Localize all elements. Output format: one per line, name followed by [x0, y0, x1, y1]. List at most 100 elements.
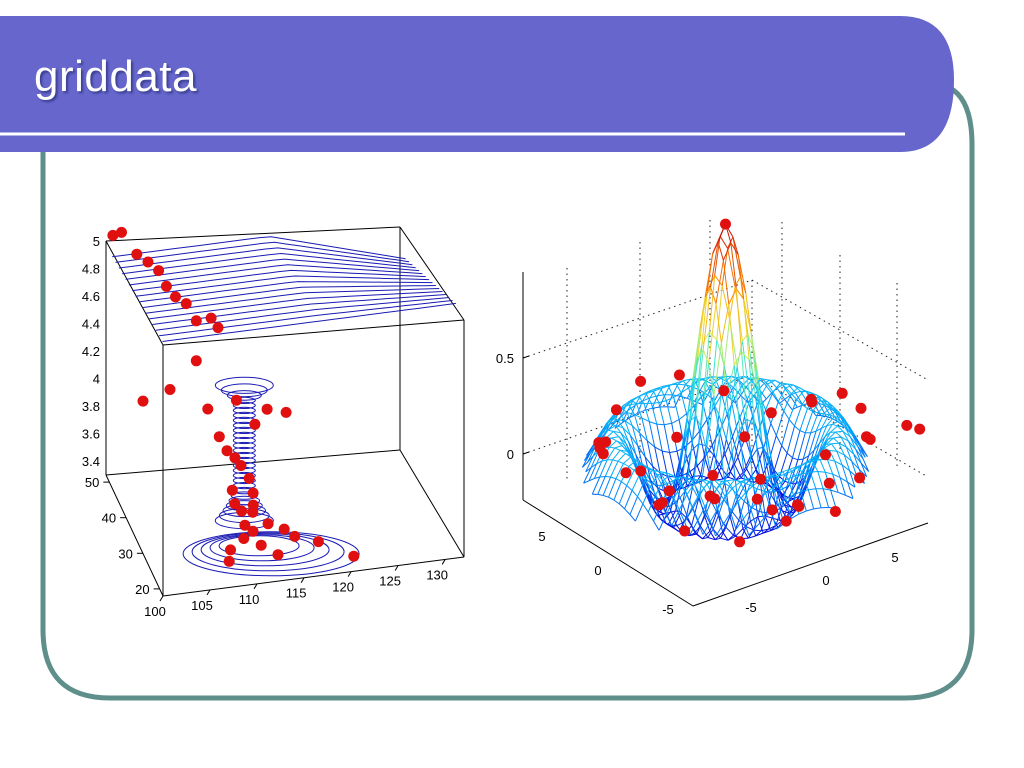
mesh-line: [716, 481, 726, 511]
mesh-line: [732, 387, 742, 396]
mesh-line: [768, 524, 777, 530]
mesh-line: [836, 450, 845, 456]
mesh-line: [689, 532, 696, 537]
scatter-point: [230, 394, 242, 406]
mesh-line: [679, 395, 688, 399]
top-contour-line: [132, 269, 426, 292]
mesh-line: [775, 471, 783, 475]
mesh-line: [649, 421, 657, 425]
mesh-line: [727, 387, 734, 397]
mesh-line: [652, 406, 660, 409]
mesh-line: [800, 489, 809, 493]
scatter-point: [205, 312, 217, 324]
mesh-line: [849, 436, 857, 450]
mesh-line: [673, 484, 682, 499]
mesh-line: [810, 471, 818, 473]
mesh-line: [678, 413, 687, 420]
mesh-line: [691, 496, 700, 526]
mesh-line: [797, 432, 806, 460]
mesh-line: [820, 415, 827, 417]
mesh-line: [667, 406, 675, 408]
mesh-line: [664, 384, 671, 395]
mesh-line: [835, 431, 842, 438]
mesh-line: [774, 473, 782, 483]
mesh-line: [663, 424, 671, 453]
x-tick-label: 130: [426, 567, 448, 582]
top-contour-line: [138, 281, 433, 303]
scatter-point: [755, 473, 767, 485]
x-tick-label: 125: [379, 574, 401, 589]
mesh-line: [634, 414, 641, 434]
mesh-line: [618, 436, 625, 445]
mesh-line: [636, 400, 644, 414]
mesh-line: [634, 503, 644, 522]
mesh-line: [730, 242, 739, 256]
mesh-line: [665, 472, 671, 475]
mesh-line: [738, 439, 748, 469]
mesh-line: [704, 287, 712, 298]
mesh-line: [801, 404, 808, 410]
mesh-line: [810, 430, 817, 434]
mesh-line: [827, 431, 836, 440]
mesh-line: [735, 477, 742, 481]
scatter-point: [226, 484, 238, 496]
mesh-line: [684, 420, 691, 438]
mesh-line: [798, 510, 807, 515]
x-tick-mark: [394, 565, 399, 571]
z-tick-mark: [522, 355, 530, 359]
mesh-line: [628, 466, 635, 471]
right-chart-axes: [522, 272, 929, 607]
scatter-point: [766, 504, 778, 516]
scatter-point: [229, 498, 241, 510]
mesh-line: [717, 466, 724, 480]
mesh-line: [744, 399, 751, 417]
mesh-line: [850, 436, 859, 448]
mesh-line: [840, 436, 847, 448]
mesh-line: [763, 382, 773, 394]
mesh-line: [712, 241, 719, 254]
mesh-line: [650, 403, 658, 425]
mesh-line: [667, 385, 675, 398]
mesh-line: [661, 450, 668, 477]
mesh-line: [684, 382, 693, 438]
mesh-line: [847, 482, 854, 499]
mesh-line: [677, 437, 686, 484]
mesh-line: [785, 387, 792, 394]
mesh-line: [803, 467, 812, 481]
mesh-line: [583, 480, 590, 484]
mesh-line: [615, 425, 622, 433]
mesh-line: [715, 303, 722, 343]
mesh-line: [780, 478, 789, 484]
x-tick-label: -5: [745, 600, 757, 615]
mesh-line: [649, 395, 658, 399]
mesh-line: [743, 299, 752, 333]
mesh-line: [604, 459, 614, 477]
mesh-line: [702, 537, 708, 540]
mesh-line: [691, 493, 700, 508]
top-contour-line: [152, 294, 446, 325]
base-contour-ring: [200, 533, 330, 567]
mesh-line: [842, 431, 851, 438]
mesh-line: [680, 392, 687, 414]
mesh-line: [728, 288, 737, 305]
mesh-line: [759, 383, 769, 397]
mesh-line: [605, 476, 611, 478]
mesh-line: [627, 399, 634, 411]
mesh-line: [732, 436, 739, 458]
mesh-line: [727, 236, 734, 249]
mesh-line: [680, 478, 690, 486]
x-tick-label: 105: [191, 598, 213, 613]
mesh-line: [734, 398, 741, 418]
scatter-point: [238, 533, 250, 544]
mesh-line: [767, 379, 776, 385]
mesh-line: [626, 469, 635, 486]
mesh-line: [804, 460, 813, 465]
scatter-point: [854, 472, 866, 484]
mesh-line: [674, 502, 683, 524]
mesh-line: [709, 331, 718, 341]
mesh-line: [687, 397, 695, 402]
mesh-line: [735, 472, 744, 481]
mesh-line: [656, 423, 665, 426]
mesh-line: [780, 486, 788, 508]
mesh-line: [781, 419, 790, 446]
